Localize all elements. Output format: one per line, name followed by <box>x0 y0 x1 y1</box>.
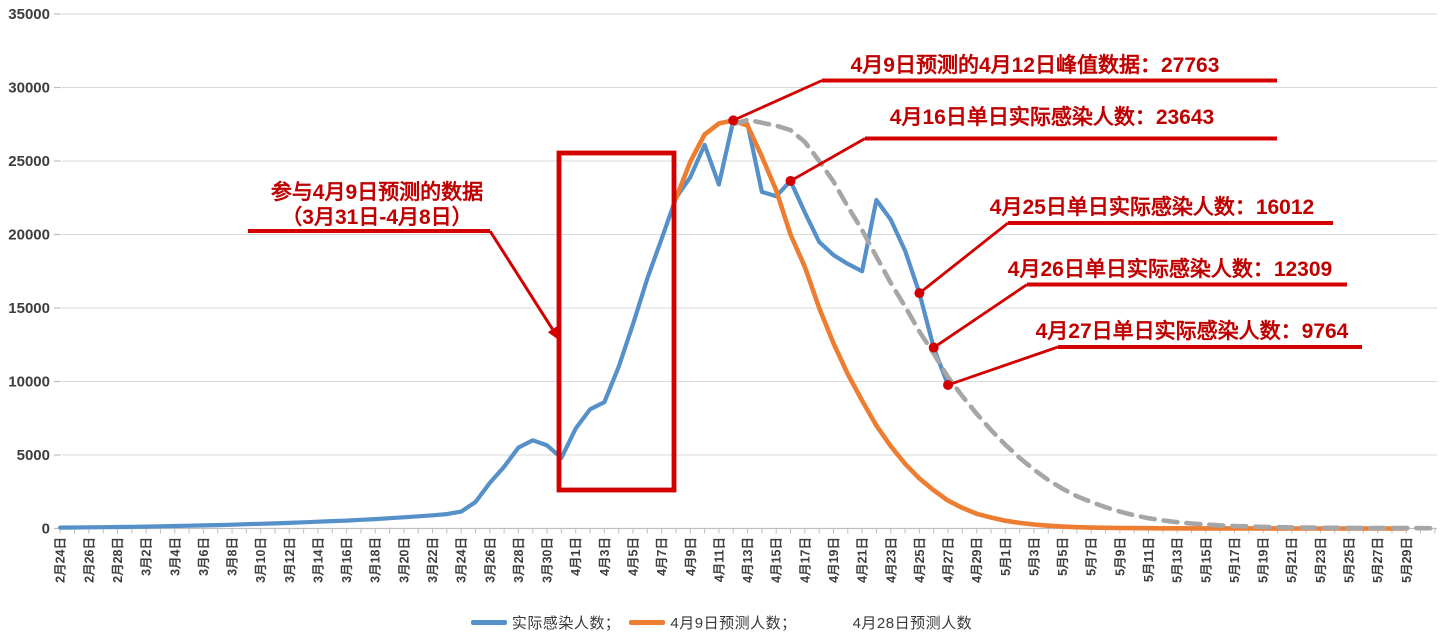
x-tick-label: 5月23日 <box>1314 537 1328 583</box>
y-tick-label: 35000 <box>8 6 50 23</box>
x-tick-label: 5月15日 <box>1199 537 1213 583</box>
legend-label: 4月28日预测人数 <box>852 615 973 632</box>
legend-item: 实际感染人数； <box>470 612 621 633</box>
x-tick-label: 5月21日 <box>1285 537 1299 583</box>
x-tick-label: 2月24日 <box>54 537 68 583</box>
x-tick-label: 4月29日 <box>970 537 984 583</box>
annotation-leader <box>947 345 1059 387</box>
x-tick-label: 3月12日 <box>283 537 297 583</box>
x-tick-label: 3月2日 <box>140 537 154 576</box>
y-tick-label: 5000 <box>17 447 50 464</box>
x-tick-label: 5月19日 <box>1257 537 1271 583</box>
highlight-label-line1: 参与4月9日预测的数据 <box>271 180 483 204</box>
annotation-callout: 4月9日预测的4月12日峰值数据：27763 <box>728 53 1277 126</box>
x-tick-label: 3月6日 <box>197 537 211 576</box>
annotation-label: 4月9日预测的4月12日峰值数据：27763 <box>851 53 1220 77</box>
x-tick-label: 4月27日 <box>942 537 956 583</box>
y-tick-label: 30000 <box>8 80 50 97</box>
x-tick-label: 3月20日 <box>397 537 411 583</box>
y-axis-labels: 0 5000 10000 15000 20000 25000 30000 35000 <box>8 6 50 538</box>
x-tick-label: 3月18日 <box>369 537 383 583</box>
data-point-marker <box>728 115 739 126</box>
x-tick-label: 3月26日 <box>483 537 497 583</box>
x-tick-label: 4月3日 <box>598 537 612 576</box>
x-tick-label: 3月22日 <box>426 537 440 583</box>
legend-label: 4月9日预测人数； <box>670 615 797 632</box>
x-tick-label: 5月5日 <box>1056 537 1070 576</box>
x-tick-label: 4月23日 <box>884 537 898 583</box>
x-axis-labels: 2月24日 2月26日 2月28日 3月2日 3月4日 3月6日 3月8日 3月10日 3月12… <box>54 537 1414 583</box>
x-tick-label: 5月29日 <box>1400 537 1414 583</box>
annotation-callout: 4月16日单日实际感染人数：23643 <box>785 105 1277 186</box>
annotation-label: 4月27日单日实际感染人数：9764 <box>1036 319 1349 343</box>
legend-item: 4月28日预测人数 <box>806 612 973 633</box>
annotation-leader <box>732 79 823 122</box>
x-tick-label: 3月16日 <box>340 537 354 583</box>
annotation-leader <box>932 283 1028 349</box>
x-tick-label: 5月7日 <box>1085 537 1099 576</box>
x-tick-label: 3月14日 <box>311 537 325 583</box>
x-tick-label: 4月1日 <box>569 537 583 576</box>
legend-dashed-line-icon <box>806 620 848 625</box>
x-tick-label: 3月8日 <box>226 537 240 576</box>
x-tick-label: 5月9日 <box>1113 537 1127 576</box>
annotation-callout: 4月27日单日实际感染人数：9764 <box>943 319 1362 390</box>
gridlines <box>54 13 1437 530</box>
x-tick-label: 4月13日 <box>741 537 755 583</box>
actual-infections-line <box>58 118 951 530</box>
highlight-annotation: 参与4月9日预测的数据（3月31日-4月8日） <box>248 180 560 341</box>
x-tick-label: 4月15日 <box>770 537 784 583</box>
annotation-leader <box>789 137 866 183</box>
x-tick-label: 4月19日 <box>827 537 841 583</box>
annotation-label: 4月25日单日实际感染人数：16012 <box>990 195 1314 219</box>
x-tick-label: 5月1日 <box>999 537 1013 576</box>
x-tick-label: 2月26日 <box>82 537 96 583</box>
highlight-arrowhead-icon <box>547 326 560 341</box>
x-tick-label: 4月7日 <box>655 537 669 576</box>
annotation-label: 4月16日单日实际感染人数：23643 <box>890 105 1214 129</box>
x-tick-label: 5月25日 <box>1343 537 1357 583</box>
x-tick-label: 4月25日 <box>913 537 927 583</box>
legend-line-icon <box>470 620 507 625</box>
legend-item: 4月9日预测人数； <box>629 612 796 633</box>
y-tick-label: 25000 <box>8 153 50 170</box>
annotation-leader <box>918 221 1009 295</box>
x-tick-label: 4月5日 <box>627 537 641 576</box>
highlight-leader <box>488 230 554 330</box>
x-tick-label: 5月13日 <box>1171 537 1185 583</box>
x-tick-label: 3月24日 <box>455 537 469 583</box>
x-tick-label: 4月9日 <box>684 537 698 576</box>
x-tick-label: 5月3日 <box>1027 537 1041 576</box>
x-tick-label: 5月11日 <box>1142 537 1156 582</box>
y-tick-label: 10000 <box>8 374 50 391</box>
highlight-box <box>556 150 677 493</box>
y-tick-label: 20000 <box>8 227 50 244</box>
annotation-callout: 4月25日单日实际感染人数：16012 <box>914 195 1333 299</box>
highlight-label-line2: （3月31日-4月8日） <box>281 205 472 229</box>
x-tick-label: 3月4日 <box>168 537 182 576</box>
data-point-marker <box>943 379 954 390</box>
legend: 实际感染人数； 4月9日预测人数； 4月28日预测人数 <box>0 612 1443 633</box>
y-tick-label: 0 <box>42 521 50 538</box>
x-tick-label: 5月27日 <box>1371 537 1385 583</box>
data-point-marker <box>785 175 796 186</box>
x-tick-label: 2月28日 <box>111 537 125 583</box>
x-tick-label: 4月17日 <box>798 537 812 583</box>
legend-label: 实际感染人数； <box>511 615 621 632</box>
x-tick-label: 4月21日 <box>856 537 870 583</box>
annotation-callout: 4月26日单日实际感染人数：12309 <box>928 257 1347 353</box>
x-tick-label: 3月10日 <box>254 537 268 583</box>
legend-line-icon <box>629 620 666 625</box>
data-point-marker <box>914 288 925 299</box>
y-tick-label: 15000 <box>8 300 50 317</box>
annotation-label: 4月26日单日实际感染人数：12309 <box>1008 257 1332 281</box>
april28-forecast-line <box>730 117 1438 531</box>
x-tick-label: 3月28日 <box>512 537 526 583</box>
x-tick-label: 3月30日 <box>541 537 555 583</box>
x-tick-label: 5月17日 <box>1228 537 1242 583</box>
x-tick-label: 4月11日 <box>712 537 726 582</box>
data-point-marker <box>928 342 939 353</box>
